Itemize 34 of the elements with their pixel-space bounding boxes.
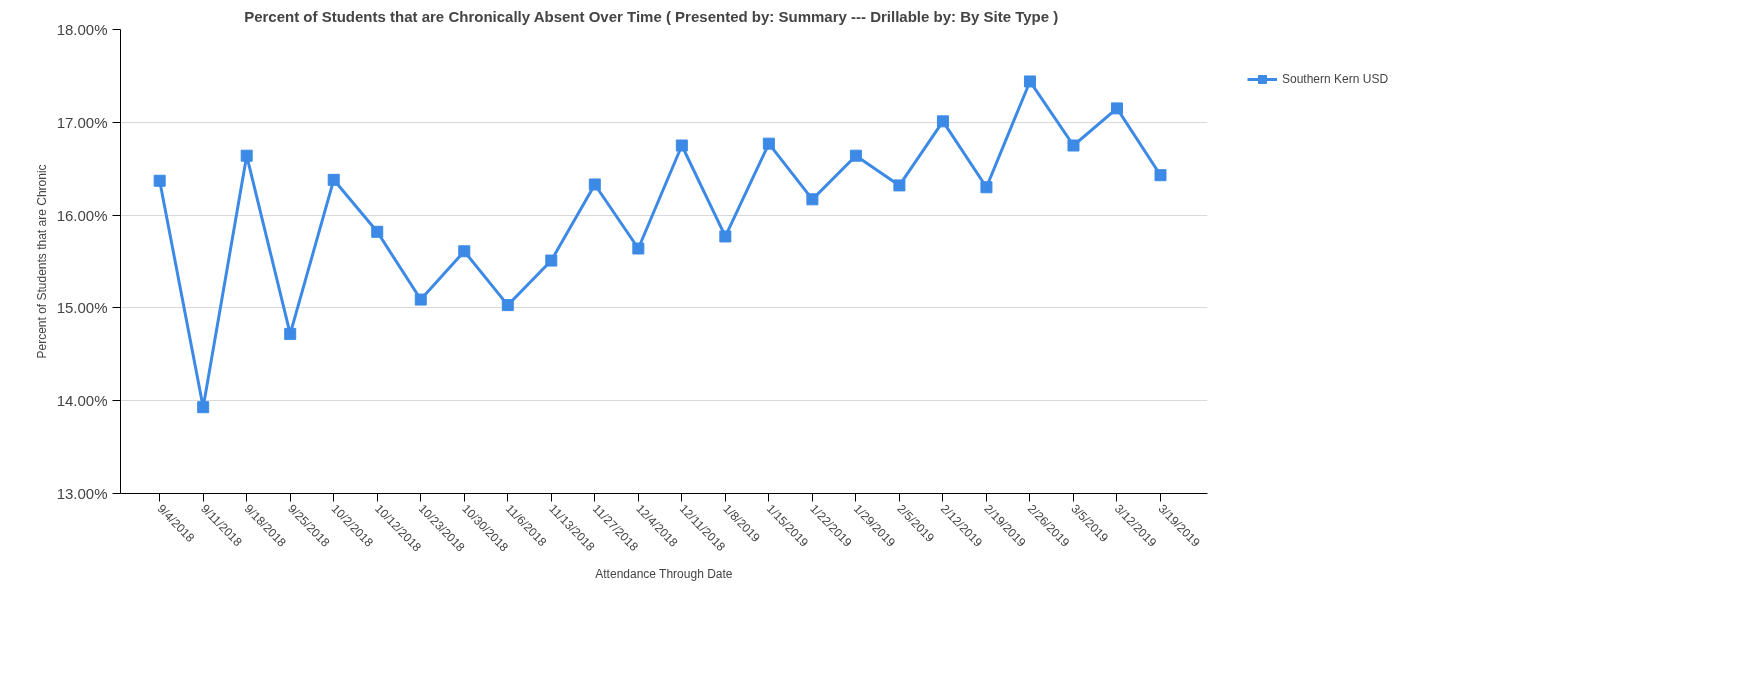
y-tick-label: 13.00%: [56, 485, 108, 502]
point: [762, 137, 775, 150]
y-tick-label: 17.00%: [56, 113, 108, 131]
point: [719, 230, 732, 243]
point: [936, 115, 949, 128]
x-axis-title: Attendance Through Date: [595, 567, 733, 582]
y-tick-label: 14.00%: [56, 392, 108, 410]
point: [588, 178, 601, 191]
point: [327, 173, 340, 186]
point: [153, 174, 166, 187]
y-tick-label: 18.00%: [56, 21, 108, 38]
point: [458, 245, 471, 258]
point: [240, 149, 253, 162]
y-tick-label: 15.00%: [56, 299, 108, 317]
legend-label: Southern Kern USD: [1282, 72, 1389, 86]
point: [1154, 169, 1167, 182]
y-axis-title: Percent of Students that are Chronic: [34, 164, 49, 359]
point: [849, 149, 862, 162]
point: [197, 401, 210, 414]
point: [545, 254, 558, 267]
point: [1110, 102, 1123, 115]
point: [806, 193, 819, 206]
point: [1023, 75, 1036, 88]
point: [893, 179, 906, 192]
point: [980, 181, 993, 194]
point: [675, 139, 688, 152]
point: [1067, 139, 1080, 152]
point: [501, 299, 514, 312]
point: [414, 293, 427, 306]
point: [632, 242, 645, 255]
y-tick-label: 16.00%: [56, 206, 108, 224]
point: [371, 225, 384, 238]
chart-title: Percent of Students that are Chronically Absent Over Time ( Presented by: Summary --- Drillable by: By Site Type ): [244, 7, 1059, 25]
point: [284, 327, 297, 340]
